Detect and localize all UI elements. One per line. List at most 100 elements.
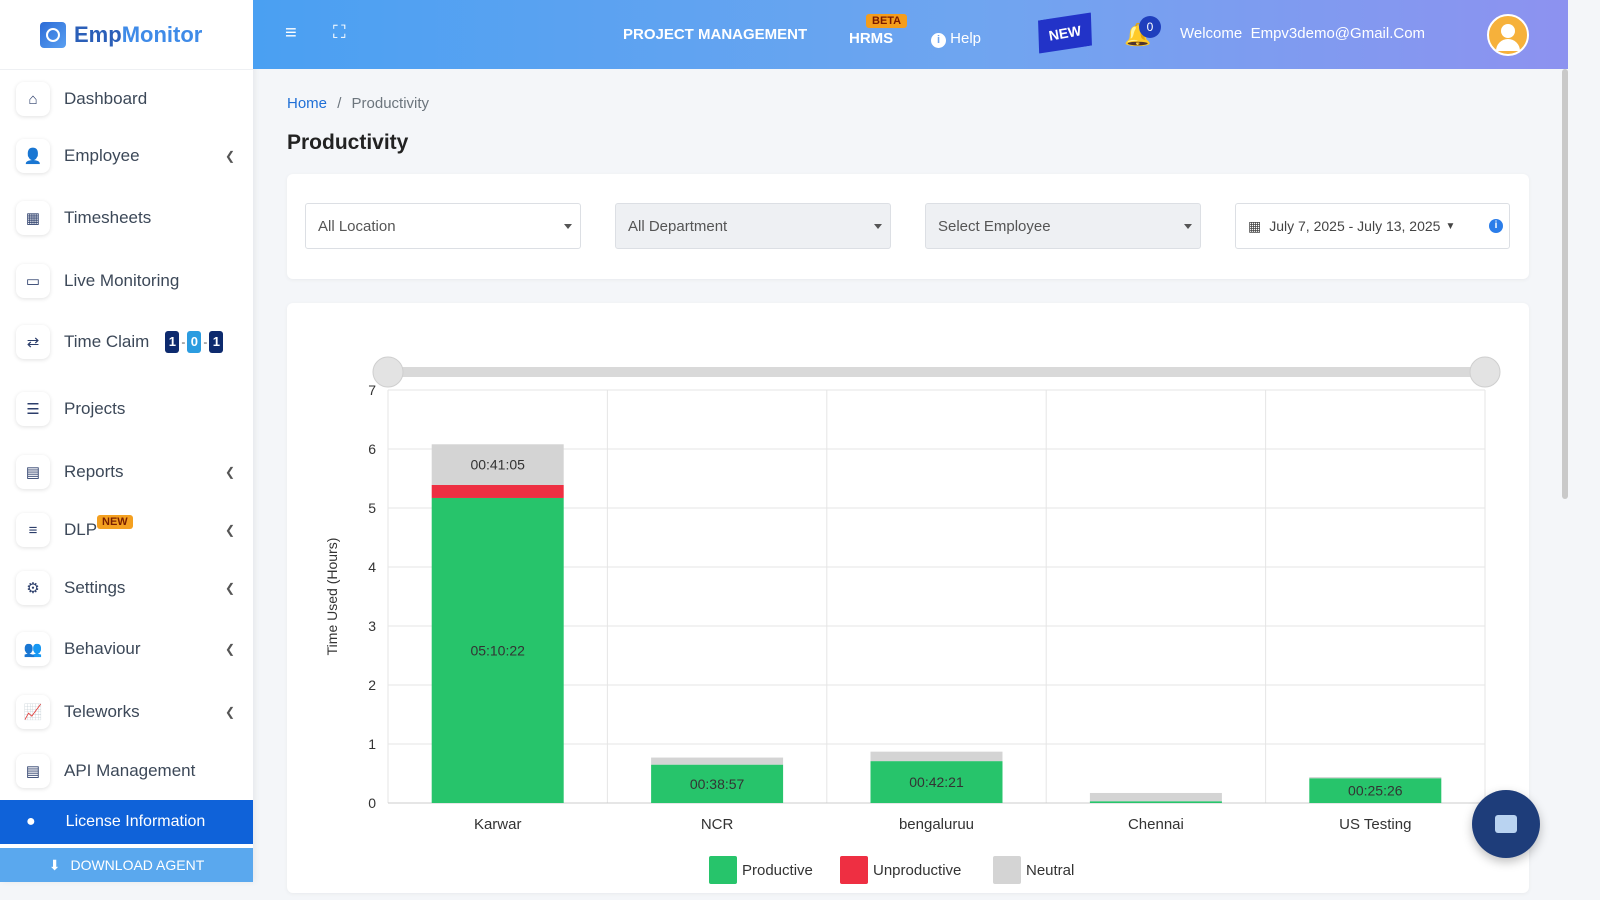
chart-line-icon: 📈 — [16, 695, 50, 729]
bar-productive — [651, 764, 784, 803]
x-tick-label: bengaluruu — [899, 816, 974, 833]
logo-icon — [40, 21, 66, 48]
brand-logo[interactable]: EmpMonitor — [0, 0, 253, 70]
caret-down-icon: ▼ — [1445, 220, 1456, 232]
chat-fab-button[interactable] — [1472, 790, 1540, 858]
bar-productive — [870, 761, 1003, 803]
home-icon: ⌂ — [16, 82, 50, 116]
y-axis-label: Time Used (Hours) — [324, 538, 340, 656]
sidebar-item-teleworks[interactable]: 📈 Teleworks ❮ — [0, 687, 253, 737]
bar-productive — [1309, 778, 1442, 803]
range-slider-handle-right[interactable] — [1469, 356, 1501, 388]
calendar-icon: ▦ — [16, 201, 50, 235]
breadcrumb-home-link[interactable]: Home — [287, 95, 328, 112]
users-gear-icon: 👥 — [16, 632, 50, 666]
legend-swatch-unproductive[interactable] — [840, 856, 868, 884]
sidebar-item-label: DLP — [64, 520, 98, 539]
y-tick-label: 7 — [368, 382, 376, 398]
user-avatar[interactable] — [1487, 14, 1529, 56]
license-icon: ● — [26, 813, 36, 830]
new-feature-badge[interactable]: NEW — [1033, 11, 1096, 55]
download-agent-button[interactable]: ⬇ DOWNLOAD AGENT — [0, 848, 253, 882]
sidebar-item-label: Dashboard — [64, 89, 148, 108]
license-information-button[interactable]: ● License Information — [0, 800, 253, 844]
department-select[interactable]: All Department — [615, 203, 891, 249]
y-tick-label: 2 — [368, 677, 376, 693]
sidebar-item-dashboard[interactable]: ⌂ Dashboard — [0, 74, 253, 124]
y-tick-label: 6 — [368, 441, 376, 457]
chevron-left-icon: ❮ — [224, 581, 235, 595]
range-slider-handle-left[interactable] — [372, 356, 404, 388]
sidebar-item-label: Time Claim — [64, 332, 150, 351]
sidebar-item-label: API Management — [64, 761, 196, 780]
bar-neutral — [431, 444, 564, 485]
sidebar-item-dlp[interactable]: ≡ DLP NEW ❮ — [0, 505, 253, 555]
legend-label[interactable]: Unproductive — [873, 862, 961, 879]
filter-card: All Location All Department Select Emplo… — [287, 174, 1529, 279]
bar-unproductive — [431, 484, 564, 498]
legend-label[interactable]: Neutral — [1026, 862, 1074, 879]
sidebar-item-live-monitoring[interactable]: ▭ Live Monitoring — [0, 256, 253, 306]
caret-down-icon — [874, 224, 882, 229]
sidebar-item-label: Live Monitoring — [64, 271, 180, 290]
sidebar-item-employee[interactable]: 👤 Employee ❮ — [0, 131, 253, 181]
sidebar-item-timesheets[interactable]: ▦ Timesheets — [0, 193, 253, 243]
brand-name: EmpMonitor — [74, 21, 203, 47]
sidebar-item-time-claim[interactable]: ⇄ Time Claim 1 - 0 - 1 — [0, 317, 253, 367]
date-range-picker[interactable]: ▦ July 7, 2025 - July 13, 2025 ▼ i — [1235, 203, 1510, 249]
chevron-left-icon: ❮ — [224, 465, 235, 479]
location-select[interactable]: All Location — [305, 203, 581, 249]
sidebar-item-api-management[interactable]: ▤ API Management — [0, 746, 253, 796]
info-icon: i — [931, 33, 946, 48]
sidebar-item-settings[interactable]: ⚙ Settings ❮ — [0, 563, 253, 613]
api-icon: ▤ — [16, 754, 50, 788]
fullscreen-icon[interactable]: ⛶ — [333, 22, 346, 42]
time-claim-count-pending: 1 — [165, 331, 180, 353]
y-tick-label: 1 — [368, 736, 376, 752]
y-tick-label: 4 — [368, 559, 376, 575]
sidebar-item-label: Projects — [64, 399, 126, 418]
arrows-icon: ⇄ — [16, 325, 50, 359]
report-icon: ▤ — [16, 455, 50, 489]
bar-productive — [431, 497, 564, 803]
chevron-left-icon: ❮ — [224, 705, 235, 719]
employee-select[interactable]: Select Employee — [925, 203, 1201, 249]
gear-icon: ⚙ — [16, 571, 50, 605]
legend-swatch-productive[interactable] — [709, 856, 737, 884]
legend-label[interactable]: Productive — [742, 862, 813, 879]
sidebar-item-reports[interactable]: ▤ Reports ❮ — [0, 447, 253, 497]
user-email: Empv3demo@Gmail.Com — [1250, 25, 1426, 42]
bar-data-label: 00:41:05 — [470, 457, 525, 473]
sliders-icon: ≡ — [16, 513, 50, 547]
chart-card: 0 1 2 3 4 5 6 7 Time Used (Hours) 05:10:22 00:41:0… — [287, 303, 1529, 893]
calendar-icon: ▦ — [1248, 217, 1262, 234]
bar-neutral — [1309, 777, 1442, 779]
y-tick-label: 5 — [368, 500, 376, 516]
sidebar-item-projects[interactable]: ☰ Projects — [0, 384, 253, 434]
breadcrumb: Home / Productivity — [287, 95, 430, 112]
project-management-link[interactable]: PROJECT MANAGEMENT — [623, 26, 808, 43]
page-title: Productivity — [287, 131, 409, 154]
bar-neutral — [870, 751, 1003, 762]
bar-neutral — [651, 757, 784, 765]
time-claim-count-rejected: 1 — [209, 331, 224, 353]
menu-toggle-icon[interactable]: ≡ — [285, 22, 297, 44]
sidebar-item-label: Teleworks — [64, 702, 140, 721]
sidebar-item-label: Behaviour — [64, 639, 141, 658]
chevron-left-icon: ❮ — [224, 523, 235, 537]
time-claim-count-approved: 0 — [187, 331, 202, 353]
bar-data-label: 00:42:21 — [909, 774, 964, 790]
sidebar-item-behaviour[interactable]: 👥 Behaviour ❮ — [0, 624, 253, 674]
help-link[interactable]: i Help — [931, 30, 981, 48]
chat-icon — [1495, 815, 1517, 833]
download-icon: ⬇ — [48, 856, 61, 873]
legend-swatch-neutral[interactable] — [993, 856, 1021, 884]
info-icon[interactable]: i — [1489, 219, 1503, 233]
x-tick-label: NCR — [701, 816, 734, 833]
y-tick-label: 0 — [368, 795, 376, 811]
top-header: ≡ ⛶ PROJECT MANAGEMENT BETA HRMS i Help … — [253, 0, 1568, 69]
new-badge: NEW — [97, 515, 133, 529]
hrms-link[interactable]: HRMS — [849, 30, 894, 47]
welcome-text: Welcome Empv3demo@Gmail.Com — [1180, 25, 1426, 42]
page-scrollbar[interactable] — [1562, 69, 1568, 499]
